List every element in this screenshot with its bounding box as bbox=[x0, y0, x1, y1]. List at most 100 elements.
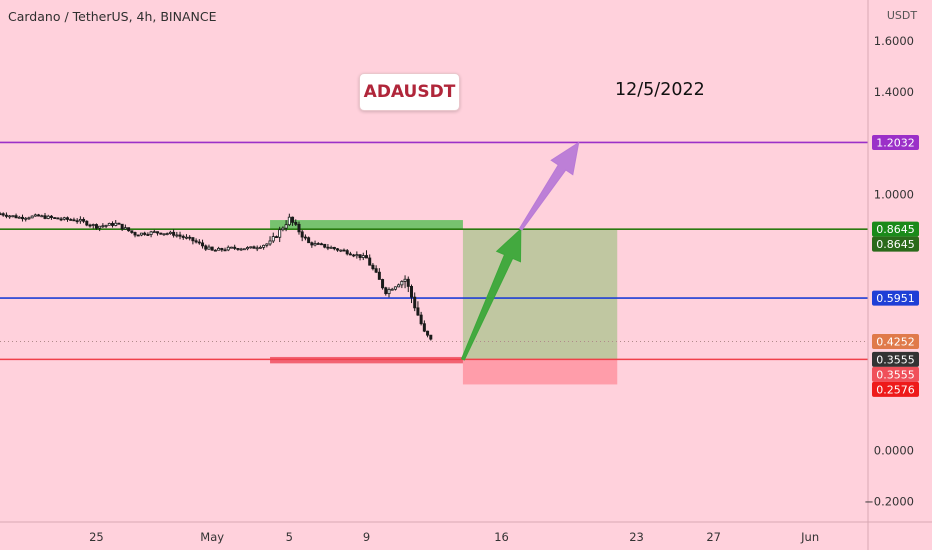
y-tick-label: 1.4000 bbox=[874, 85, 914, 99]
candle-body bbox=[352, 254, 356, 257]
candle-body bbox=[210, 246, 214, 251]
candle bbox=[24, 217, 28, 222]
candle bbox=[255, 245, 259, 252]
candle-body bbox=[265, 243, 269, 246]
candle-body bbox=[329, 246, 333, 249]
candle bbox=[188, 235, 192, 241]
price-label-text: 0.3555 bbox=[876, 368, 915, 381]
candle-body bbox=[426, 330, 430, 336]
candle bbox=[123, 224, 127, 230]
candle-body bbox=[133, 232, 137, 236]
candle bbox=[149, 230, 153, 238]
candle-body bbox=[252, 246, 256, 249]
candle bbox=[40, 214, 44, 218]
price-label-text: 0.5951 bbox=[876, 292, 915, 305]
price-label: 0.4252 bbox=[872, 334, 919, 350]
candle-body bbox=[59, 218, 63, 221]
candle bbox=[172, 229, 176, 238]
candle bbox=[133, 231, 137, 238]
candle-body bbox=[284, 224, 288, 229]
candle-body bbox=[30, 215, 34, 219]
candle-body bbox=[239, 248, 243, 251]
candle-body bbox=[422, 323, 426, 332]
candle-body bbox=[258, 246, 262, 249]
candle-body bbox=[69, 219, 73, 221]
candle-body bbox=[4, 214, 8, 217]
candle bbox=[85, 220, 89, 227]
candle-body bbox=[181, 235, 185, 238]
x-tick-label: 23 bbox=[629, 530, 644, 544]
candle-body bbox=[172, 231, 176, 236]
candle bbox=[91, 223, 95, 229]
candle bbox=[352, 253, 356, 258]
candle bbox=[184, 234, 188, 240]
candle-body bbox=[281, 227, 285, 231]
candle bbox=[143, 231, 147, 236]
candle-body bbox=[377, 271, 381, 280]
candle-body bbox=[255, 247, 259, 250]
candle bbox=[46, 214, 50, 220]
candle-body bbox=[175, 234, 179, 237]
candle-body bbox=[390, 288, 394, 291]
candle-body bbox=[146, 234, 150, 236]
candle-body bbox=[43, 215, 47, 219]
candle bbox=[136, 234, 140, 237]
candle-body bbox=[78, 218, 82, 222]
candle-body bbox=[62, 217, 66, 220]
candle-body bbox=[33, 214, 37, 217]
candle bbox=[249, 246, 253, 249]
candle bbox=[120, 223, 124, 232]
candle-body bbox=[249, 246, 253, 249]
candle bbox=[27, 216, 31, 220]
candle bbox=[319, 242, 323, 246]
candle-body bbox=[204, 245, 208, 250]
candle-body bbox=[233, 246, 237, 249]
candle bbox=[139, 232, 143, 237]
candle-body bbox=[229, 246, 233, 249]
candle-body bbox=[429, 334, 433, 340]
candle-body bbox=[130, 230, 134, 233]
candle bbox=[201, 239, 205, 249]
candle bbox=[82, 217, 86, 224]
candle bbox=[284, 220, 288, 232]
green-arrow bbox=[460, 227, 522, 361]
candle bbox=[303, 234, 307, 241]
candle-body bbox=[207, 246, 211, 250]
candle-body bbox=[24, 217, 28, 220]
candle-body bbox=[364, 255, 368, 259]
candle-body bbox=[268, 240, 272, 245]
candle-body bbox=[342, 249, 346, 252]
candle-body bbox=[393, 286, 397, 290]
candle bbox=[409, 284, 413, 304]
price-label: 0.8645 bbox=[872, 221, 919, 237]
candle-body bbox=[56, 217, 60, 220]
candle-body bbox=[316, 243, 320, 245]
candle bbox=[197, 239, 201, 245]
candle-body bbox=[403, 278, 407, 282]
candle bbox=[181, 234, 185, 240]
candle-body bbox=[21, 216, 25, 220]
candle-body bbox=[101, 225, 105, 228]
candle-body bbox=[191, 237, 195, 242]
candle-body bbox=[387, 289, 391, 295]
candle bbox=[114, 220, 118, 227]
candle-body bbox=[40, 215, 44, 218]
candle-body bbox=[236, 248, 240, 250]
candle-body bbox=[223, 249, 227, 252]
candle bbox=[326, 244, 330, 251]
candle bbox=[332, 246, 336, 251]
candle bbox=[62, 216, 66, 221]
candle bbox=[403, 275, 407, 289]
candle bbox=[406, 276, 410, 293]
y-tick-label: 1.6000 bbox=[874, 34, 914, 48]
candle bbox=[281, 226, 285, 232]
price-label: 0.8645 bbox=[872, 236, 919, 252]
candle bbox=[265, 243, 269, 248]
candle-body bbox=[348, 253, 352, 256]
candle-body bbox=[361, 255, 365, 258]
candle bbox=[146, 232, 150, 236]
candle bbox=[72, 217, 76, 222]
price-unit-label: USDT bbox=[887, 9, 918, 22]
candle-body bbox=[82, 218, 86, 222]
